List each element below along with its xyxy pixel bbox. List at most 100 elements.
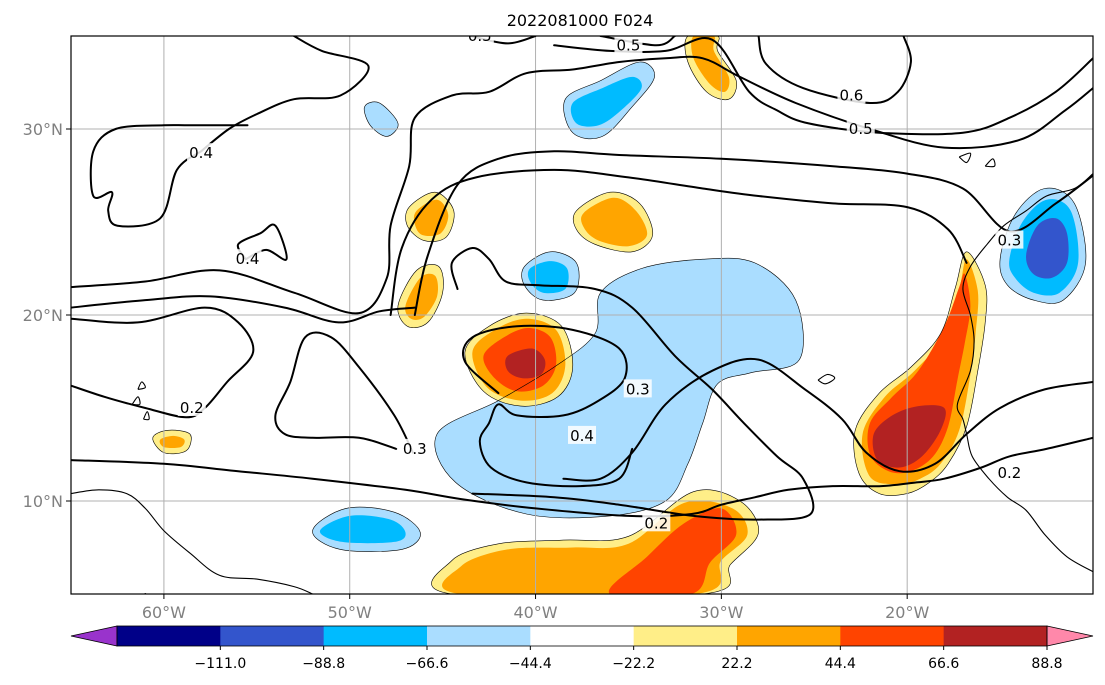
lat-label-0: 30°N [23, 120, 63, 139]
contour-label-bg-10 [400, 438, 429, 457]
colorbar-label-4: −22.2 [612, 656, 655, 672]
contour-label-bg-2 [837, 85, 866, 104]
lon-label-0: 60°W [142, 603, 186, 622]
colorbar-label-3: −44.4 [509, 656, 552, 672]
colorbar-segment-1 [220, 626, 325, 646]
contour-label-bg-1 [614, 36, 643, 54]
shaded-region-red-southern [608, 508, 737, 594]
contour-label-bg-8 [568, 425, 596, 444]
colorbar-extend-low [70, 625, 118, 647]
filled-shading-layer [152, 36, 1087, 594]
lon-label-4: 20°W [885, 603, 929, 622]
coastline-cape-verde [817, 373, 836, 385]
shaded-region-orange-ne-blob [581, 197, 648, 247]
coastline-canary-1 [984, 158, 996, 168]
colorbar-label-0: −111.0 [194, 656, 246, 672]
colorbar-segment-2 [323, 626, 428, 646]
shaded-outline-yellow-n-central [464, 312, 574, 407]
shaded-outline-yellow-southern [431, 489, 759, 594]
contour-label-bg-5 [233, 249, 262, 268]
contour-0.2-n [71, 295, 416, 324]
shaded-region-orange-caribbean [159, 435, 185, 448]
shaded-region-cyan-north [570, 76, 642, 127]
contour-lines-layer [71, 36, 1093, 594]
shaded-outline-yellow-nw-blob [405, 191, 455, 242]
contour-0.5-ne [553, 37, 1093, 136]
contour-label-bg-3 [846, 119, 875, 137]
contour-label-5: 0.4 [236, 250, 260, 268]
contour-label-bg-4 [187, 143, 216, 162]
contour-label-9: 0.2 [180, 399, 204, 417]
colorbar-label-5: 22.2 [721, 656, 752, 672]
shaded-outline-lightblue-ne [999, 187, 1087, 304]
contour-label-3: 0.5 [849, 120, 873, 138]
coastline-south-america-coast [71, 489, 313, 594]
shaded-outline-lightblue-small-n [363, 101, 399, 137]
colorbar-label-8: 88.8 [1031, 656, 1062, 672]
contour-0.6 [757, 36, 912, 105]
shaded-outline-lightblue-south [312, 506, 421, 552]
colorbar: −111.0 −88.8 −66.6 −44.4 −22.2 22.2 44.4 66.6 88… [70, 625, 1094, 672]
contour-0.3-inner [389, 168, 968, 316]
contour-0.5-top2 [599, 36, 676, 47]
axis-labels: 60°W 50°W 40°W 30°W 20°W 30°N 20°N 10°N [23, 120, 930, 622]
colorbar-segment-8 [943, 626, 1048, 646]
contour-label-1: 0.5 [617, 36, 641, 54]
contour-label-bg-0 [465, 36, 494, 44]
lat-label-2: 10°N [23, 492, 63, 511]
shaded-region-darkred-african [872, 405, 946, 468]
colorbar-label-1: −88.8 [302, 656, 345, 672]
shaded-region-lightblue-central [434, 258, 804, 518]
shaded-outline-lightblue-north [563, 61, 655, 140]
contour-label-bg-12 [995, 463, 1024, 482]
coastline-caribbean-2 [142, 411, 150, 421]
colorbar-segment-5 [633, 626, 738, 646]
colorbar-label-7: 66.6 [928, 656, 959, 672]
shaded-outline-yellow-ne-blob [572, 191, 653, 253]
contour-0.2-west [71, 306, 255, 419]
contour-label-bg-6 [995, 230, 1024, 249]
contour-0.3-west [274, 331, 414, 454]
contour-label-bg-11 [642, 513, 671, 532]
shaded-outline-yellow-african [853, 251, 988, 496]
contour-0.3-center [450, 246, 815, 521]
contour-0.3-n [413, 150, 1093, 316]
colorbar-segment-0 [117, 626, 221, 646]
colorbar-segment-6 [737, 626, 841, 646]
contour-label-8: 0.4 [570, 427, 594, 445]
shaded-outline-yellow-caribbean [152, 429, 192, 455]
contour-0.2-south [71, 436, 1093, 518]
shaded-region-orange-top-blob [691, 36, 730, 93]
contour-label-11: 0.2 [644, 514, 668, 532]
contour-label-6: 0.3 [997, 232, 1021, 250]
shaded-outline-yellow-w-blob [397, 264, 444, 329]
colorbar-segment-4 [530, 626, 635, 646]
contour-0.4-west-b [89, 124, 249, 228]
contour-0.4-west [200, 36, 370, 153]
contour-label-4: 0.4 [189, 144, 213, 162]
coastline-africa-coast [956, 173, 1093, 573]
colorbar-segment-3 [427, 626, 531, 646]
colorbar-segment-7 [840, 626, 945, 646]
contour-0.4-main [71, 55, 1093, 315]
contour-label-7: 0.3 [626, 380, 650, 398]
shaded-outline-lightblue-central [434, 257, 804, 519]
lon-label-2: 40°W [513, 603, 557, 622]
colorbar-extend-high [1046, 625, 1094, 647]
coastline-canary-2 [958, 152, 972, 164]
colorbar-frame [116, 625, 1048, 647]
contour-label-bg-7 [623, 379, 652, 398]
contour-label-2: 0.6 [840, 87, 864, 105]
lat-label-1: 20°N [23, 306, 63, 325]
contour-label-10: 0.3 [403, 440, 427, 458]
contour-labels-layer: 0.5 0.5 0.6 0.5 0.4 0.4 0.3 0.3 0.4 0.2 0.3 0.2 0.2 [177, 36, 1024, 532]
shaded-region-cyan-south [319, 515, 406, 544]
gridlines [71, 36, 1093, 594]
contour-label-bg-9 [177, 398, 206, 416]
contour-0.4-loop [236, 223, 288, 261]
contour-label-12: 0.2 [997, 464, 1021, 482]
contour-0.3-loop-center [462, 324, 634, 488]
lon-label-1: 50°W [328, 603, 372, 622]
colorbar-label-6: 44.4 [825, 656, 856, 672]
